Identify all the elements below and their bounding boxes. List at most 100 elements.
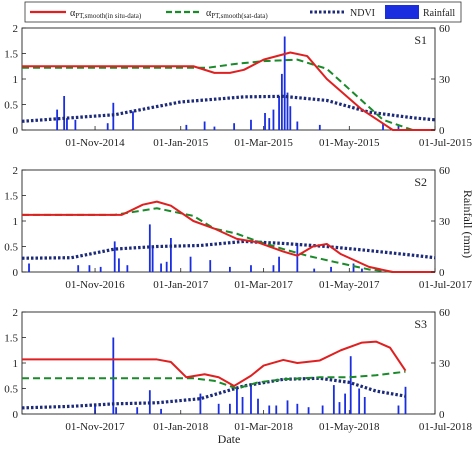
y-tick-label: 2 — [13, 307, 19, 319]
rainfall-bar — [56, 109, 59, 130]
rainfall-bar — [209, 260, 212, 272]
rainfall-bar — [170, 238, 172, 272]
x-tick-label: 01-Mar-2017 — [234, 279, 293, 291]
rainfall-bar — [313, 268, 316, 272]
series-in-situ — [22, 51, 435, 131]
rainfall-bar — [203, 121, 206, 130]
rainfall-bar — [132, 111, 134, 130]
rainfall-bar — [257, 398, 259, 414]
rainfall-bar — [113, 241, 116, 272]
rainfall-bar — [363, 397, 366, 414]
rainfall-bar — [278, 96, 280, 130]
y-tick-label: 1.5 — [4, 191, 18, 203]
rainfall-bar — [63, 96, 66, 130]
right-y-tick-label: 30 — [439, 216, 451, 228]
x-tick-label: 01-Nov-2016 — [65, 279, 125, 291]
y-tick-label: 0.5 — [4, 242, 18, 254]
y-tick-label: 1 — [13, 74, 19, 86]
y-tick-label: 0 — [13, 409, 19, 421]
panel-s3: 0 0.5 1 1.5 2 0 30 60 01-Nov-2017 01-Jan-2018 01-M… — [4, 307, 472, 433]
legend: αPT,smooth(in situ-data) αPT,smooth(sat-d… — [24, 1, 462, 23]
x-tick-label: 01-May-2018 — [319, 421, 380, 433]
rainfall-bar — [88, 265, 91, 272]
legend-label-ndvi: NDVI — [350, 8, 375, 19]
rainfall-bar — [272, 109, 275, 130]
rainfall-bar — [275, 405, 278, 414]
rainfall-bar — [404, 386, 407, 414]
series-sat — [22, 370, 406, 390]
plot-frame — [21, 311, 436, 415]
right-y-tick-label: 60 — [439, 307, 451, 319]
right-y-tick-label: 0 — [439, 125, 445, 137]
x-tick-label: 01-Nov-2014 — [65, 137, 125, 149]
rainfall-bar — [136, 407, 139, 414]
rainfall-bar — [283, 36, 286, 130]
panel-label: S1 — [414, 33, 427, 47]
y-tick-label: 1 — [13, 358, 19, 370]
rainfall-bar — [160, 408, 162, 414]
rainfall-bar — [278, 256, 280, 272]
rainfall-bar — [112, 337, 115, 414]
right-y-tick-label: 60 — [439, 165, 451, 177]
rainfall-bar — [77, 265, 80, 272]
panel-s1: 0 0.5 1 1.5 2 0 30 60 01-Nov-2014 01-Jan-2015 01-M… — [4, 23, 472, 149]
panel-label: S3 — [414, 317, 427, 331]
rainfall-bar — [160, 263, 162, 272]
y-tick-label: 0.5 — [4, 384, 18, 396]
panel-label: S2 — [414, 175, 427, 189]
y-tick-label: 0 — [13, 267, 19, 279]
panel-s2: 0 0.5 1 1.5 2 0 30 60 01-Nov-2016 01-Jan-2017 01-M… — [4, 165, 472, 291]
rainfall-bar — [199, 393, 202, 414]
legend-label-rain: Rainfall — [423, 8, 455, 19]
rainfall-bar — [296, 403, 299, 414]
rainfall-bar — [382, 123, 384, 130]
rainfall-bar — [349, 356, 352, 414]
rainfall-bar — [94, 405, 96, 414]
rainfall-bar — [358, 388, 361, 414]
rainfall-bar — [151, 246, 154, 272]
rainfall-bar — [118, 258, 120, 272]
rainfall-bar — [286, 400, 289, 414]
legend-label-sat: αPT,smooth(sat-data) — [206, 8, 268, 20]
rainfall-bar — [321, 405, 324, 414]
rainfall-bar — [307, 407, 310, 414]
series-in-situ — [22, 200, 435, 273]
series-ndvi — [21, 239, 436, 260]
right-y-axis-label: Rainfall (mm) — [461, 190, 474, 258]
rainfall-bar — [241, 397, 244, 414]
x-tick-label: 01-May-2017 — [319, 279, 380, 291]
rainfall-bar — [264, 113, 266, 130]
rainfall-bar — [397, 124, 400, 130]
rainfall-bar — [344, 393, 346, 414]
y-tick-label: 2 — [13, 165, 19, 177]
rainfall-bar — [126, 265, 129, 272]
plot-frame — [21, 169, 436, 273]
series-ndvi — [21, 94, 436, 123]
right-y-tick-label: 30 — [439, 358, 451, 370]
rainfall-bar — [115, 407, 118, 414]
right-y-tick-label: 0 — [439, 409, 445, 421]
plot-frame — [21, 27, 436, 131]
x-tick-label: 01-Jul-2018 — [419, 421, 473, 433]
rainfall-bar — [148, 224, 151, 272]
x-tick-label: 01-Jan-2018 — [153, 421, 208, 433]
rainfall-bar — [28, 263, 30, 272]
rainfall-bar — [272, 265, 275, 272]
rainfall-bar — [74, 119, 77, 130]
rainfall-bar — [106, 123, 109, 130]
rainfall-bar — [229, 403, 231, 414]
x-axis-label: Date — [218, 432, 241, 446]
panels: 0 0.5 1 1.5 2 0 30 60 01-Nov-2014 01-Jan-2015 01-M… — [4, 23, 472, 433]
x-tick-label: 01-Mar-2018 — [234, 421, 293, 433]
x-tick-label: 01-Jul-2015 — [419, 137, 473, 149]
rainfall-bar — [352, 263, 355, 272]
rainfall-bar — [189, 256, 192, 272]
y-tick-label: 1 — [13, 216, 19, 228]
rainfall-bar — [330, 266, 332, 272]
x-tick-label: 01-Jul-2017 — [419, 279, 473, 291]
y-tick-label: 0.5 — [4, 100, 18, 112]
x-tick-label: 01-Mar-2015 — [234, 137, 293, 149]
x-tick-label: 01-Jan-2015 — [153, 137, 208, 149]
rainfall-bar — [338, 402, 341, 414]
rainfall-bar — [233, 123, 236, 130]
